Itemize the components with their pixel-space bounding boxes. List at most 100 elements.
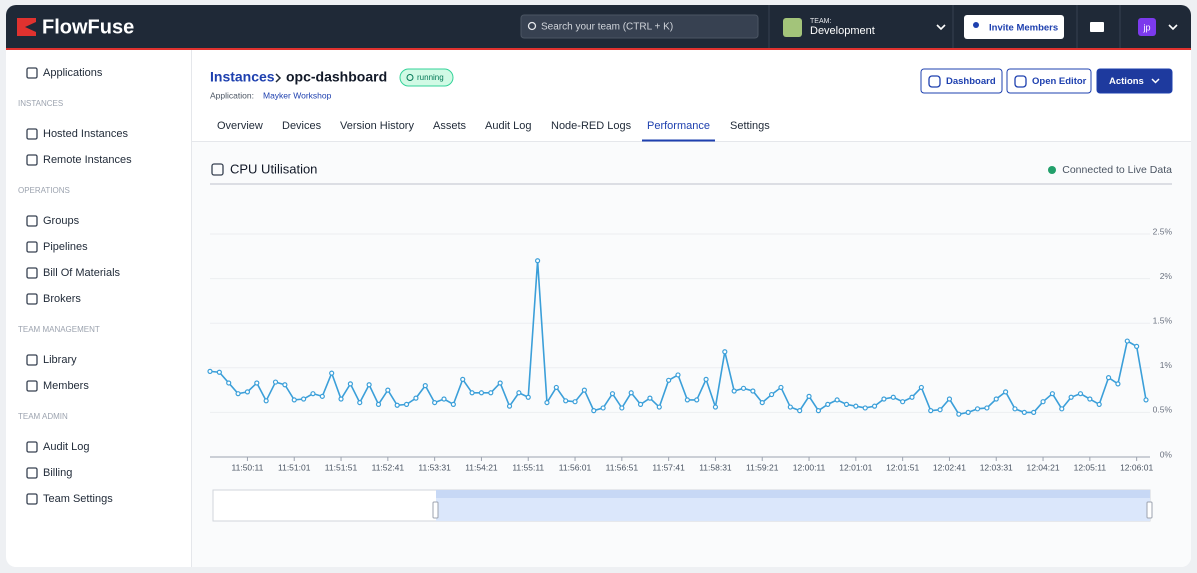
- cpu-point: [1077, 391, 1084, 397]
- cpu-point: [825, 401, 831, 407]
- search-icon: [527, 21, 537, 31]
- nav-item[interactable]: Library: [43, 354, 77, 366]
- cpu-point: [478, 390, 485, 396]
- cpu-point: [731, 388, 737, 394]
- nav-icon: [26, 267, 38, 279]
- action-button-label[interactable]: Dashboard: [946, 76, 996, 87]
- cpu-point: [432, 399, 438, 406]
- tab[interactable]: Overview: [217, 120, 263, 132]
- zoom-handle[interactable]: [432, 501, 439, 519]
- cpu-point: [460, 376, 466, 382]
- cpu-point: [768, 391, 775, 398]
- nav-item[interactable]: Billing: [43, 467, 72, 479]
- tab[interactable]: Devices: [282, 120, 322, 132]
- cpu-point: [834, 397, 840, 403]
- nav-item[interactable]: Groups: [43, 215, 80, 227]
- cpu-point: [385, 387, 391, 393]
- search-placeholder: Search your team (CTRL + K): [541, 22, 673, 33]
- cpu-point: [637, 401, 644, 407]
- invite-button[interactable]: [964, 15, 1064, 39]
- x-tick-label: 12:05:11: [1074, 462, 1107, 472]
- cpu-point: [1031, 409, 1037, 415]
- cpu-point: [703, 376, 709, 382]
- cpu-point: [347, 381, 353, 387]
- tab[interactable]: Node-RED Logs: [551, 120, 632, 132]
- cpu-point: [329, 370, 335, 376]
- action-button[interactable]: [920, 68, 1003, 94]
- cpu-point: [403, 401, 410, 407]
- cpu-point: [1096, 401, 1102, 407]
- cpu-point: [506, 403, 513, 409]
- nav-item[interactable]: Bill Of Materials: [43, 267, 121, 279]
- nav-item[interactable]: Brokers: [43, 293, 81, 305]
- team-name[interactable]: Development: [810, 25, 875, 37]
- nav-item[interactable]: Audit Log: [43, 441, 89, 453]
- cpu-point: [993, 396, 999, 402]
- x-tick-label: 12:01:01: [839, 462, 872, 472]
- cpu-point: [1059, 406, 1065, 412]
- cpu-point: [553, 384, 559, 391]
- action-button[interactable]: [1006, 68, 1092, 94]
- cpu-point: [497, 380, 503, 386]
- cpu-point: [684, 397, 690, 403]
- x-tick-label: 12:06:01: [1120, 462, 1153, 472]
- zoom-handle[interactable]: [1146, 501, 1153, 519]
- mail-icon[interactable]: [1090, 22, 1104, 32]
- nav-icon: [26, 154, 38, 166]
- nav-icon: [26, 380, 38, 392]
- action-button[interactable]: [1096, 68, 1173, 94]
- tab[interactable]: Performance: [647, 120, 710, 132]
- cpu-point: [666, 377, 672, 383]
- cpu-point: [619, 405, 625, 411]
- team-chevron[interactable]: [936, 24, 946, 31]
- nav-item[interactable]: Pipelines: [43, 241, 88, 253]
- action-button-label[interactable]: Actions: [1109, 76, 1144, 87]
- cpu-point: [712, 404, 719, 410]
- cpu-point: [544, 399, 550, 406]
- tab[interactable]: Audit Log: [485, 120, 531, 132]
- action-button-label[interactable]: Open Editor: [1032, 76, 1087, 87]
- y-tick-label: 2%: [1160, 271, 1173, 281]
- zoom-handle-bar[interactable]: [436, 490, 1150, 498]
- sidebar-divider: [191, 50, 192, 567]
- cpu-point: [263, 398, 269, 404]
- tab[interactable]: Assets: [433, 120, 467, 132]
- y-tick-label: 1%: [1160, 360, 1173, 370]
- cpu-point: [871, 403, 878, 409]
- cpu-point: [1124, 338, 1130, 344]
- team-avatar: [783, 18, 802, 37]
- user-avatar[interactable]: [1138, 18, 1156, 36]
- button-icon: [928, 75, 941, 88]
- nav-icon: [26, 215, 38, 227]
- cpu-point: [843, 401, 850, 407]
- x-tick-label: 12:03:31: [980, 462, 1013, 472]
- x-tick-label: 11:56:01: [559, 462, 592, 472]
- invite-label[interactable]: Invite Members: [989, 23, 1058, 34]
- nav-item[interactable]: Team Settings: [43, 493, 113, 505]
- cpu-point: [1115, 381, 1121, 387]
- invite-icon: [973, 22, 979, 28]
- y-tick-label: 0.5%: [1153, 405, 1173, 415]
- nav-item[interactable]: Remote Instances: [43, 154, 132, 166]
- nav-section: INSTANCES: [18, 99, 63, 108]
- user-initials: jp: [1142, 22, 1150, 32]
- nav-item[interactable]: Hosted Instances: [43, 128, 128, 140]
- cpu-point: [413, 395, 419, 401]
- breadcrumb-parent[interactable]: Instances: [210, 69, 275, 85]
- nav-item[interactable]: Members: [43, 380, 89, 392]
- nav-icon: [26, 128, 38, 140]
- cpu-point: [450, 401, 456, 407]
- user-chevron[interactable]: [1168, 24, 1178, 31]
- tab[interactable]: Version History: [340, 120, 414, 132]
- tab[interactable]: Settings: [730, 120, 770, 132]
- application-link[interactable]: Mayker Workshop: [263, 90, 332, 100]
- top-bar-accent: [6, 48, 1191, 50]
- cpu-icon: [211, 163, 224, 176]
- nav-item[interactable]: Applications: [43, 67, 103, 79]
- cpu-point: [890, 394, 896, 400]
- x-tick-label: 12:04:21: [1026, 462, 1059, 472]
- logo: FlowFuse: [42, 16, 134, 38]
- cpu-point: [694, 397, 700, 403]
- search-box[interactable]: [520, 14, 759, 39]
- cpu-point: [974, 406, 981, 412]
